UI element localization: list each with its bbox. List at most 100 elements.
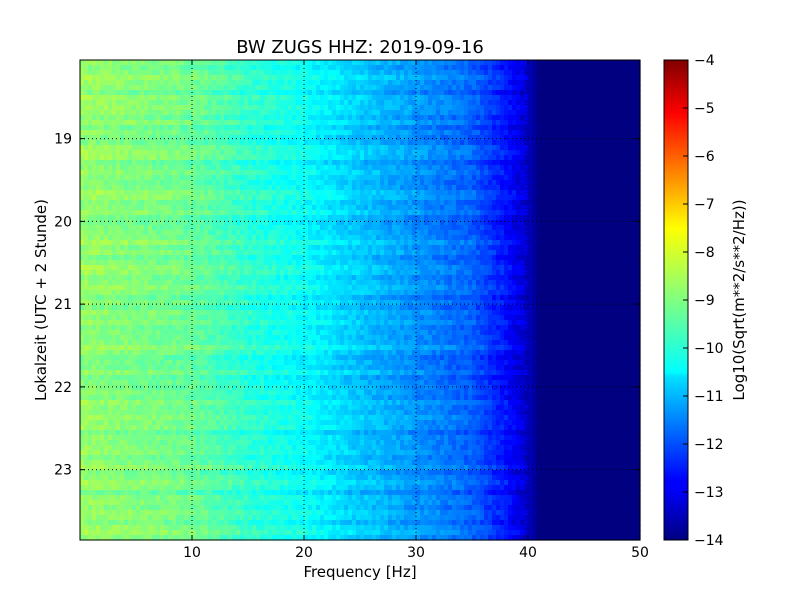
- heatmap-cell: [312, 210, 317, 216]
- heatmap-cell: [392, 85, 397, 91]
- heatmap-cell: [276, 100, 281, 106]
- heatmap-cell: [476, 140, 481, 146]
- heatmap-cell: [232, 95, 237, 101]
- heatmap-cell: [452, 80, 457, 86]
- heatmap-cell: [164, 165, 169, 171]
- heatmap-cell: [140, 225, 145, 231]
- heatmap-cell: [220, 160, 225, 166]
- heatmap-cell: [592, 140, 597, 146]
- heatmap-cell: [264, 195, 269, 201]
- heatmap-cell: [388, 105, 393, 111]
- heatmap-cell: [308, 105, 313, 111]
- heatmap-cell: [376, 235, 381, 241]
- heatmap-cell: [88, 160, 93, 166]
- heatmap-cell: [616, 210, 621, 216]
- heatmap-cell: [484, 205, 489, 211]
- heatmap-cell: [552, 90, 557, 96]
- heatmap-cell: [336, 135, 341, 141]
- heatmap-cell: [316, 155, 321, 161]
- heatmap-cell: [560, 60, 565, 66]
- heatmap-cell: [408, 85, 413, 91]
- heatmap-cell: [188, 110, 193, 116]
- heatmap-cell: [232, 80, 237, 86]
- heatmap-cell: [576, 85, 581, 91]
- heatmap-cell: [224, 180, 229, 186]
- heatmap-cell: [240, 80, 245, 86]
- heatmap-cell: [368, 110, 373, 116]
- heatmap-cell: [340, 160, 345, 166]
- heatmap-cell: [212, 230, 217, 236]
- heatmap-cell: [576, 115, 581, 121]
- heatmap-cell: [300, 120, 305, 126]
- heatmap-cell: [240, 140, 245, 146]
- heatmap-cell: [316, 140, 321, 146]
- heatmap-cell: [88, 140, 93, 146]
- heatmap-cell: [612, 110, 617, 116]
- heatmap-cell: [544, 215, 549, 221]
- heatmap-cell: [600, 105, 605, 111]
- heatmap-cell: [484, 90, 489, 96]
- heatmap-cell: [492, 215, 497, 221]
- heatmap-cell: [296, 150, 301, 156]
- heatmap-cell: [628, 220, 633, 226]
- heatmap-cell: [408, 165, 413, 171]
- heatmap-cell: [524, 75, 529, 81]
- heatmap-cell: [192, 150, 197, 156]
- heatmap-cell: [184, 125, 189, 131]
- heatmap-cell: [440, 165, 445, 171]
- heatmap-cell: [188, 175, 193, 181]
- heatmap-cell: [332, 170, 337, 176]
- heatmap-cell: [204, 110, 209, 116]
- heatmap-cell: [240, 105, 245, 111]
- heatmap-cell: [520, 215, 525, 221]
- heatmap-cell: [244, 190, 249, 196]
- heatmap-cell: [344, 185, 349, 191]
- heatmap-cell: [432, 135, 437, 141]
- heatmap-cell: [240, 115, 245, 121]
- heatmap-cell: [196, 200, 201, 206]
- heatmap-cell: [448, 140, 453, 146]
- heatmap-cell: [260, 215, 265, 221]
- heatmap-cell: [160, 165, 165, 171]
- heatmap-cell: [224, 115, 229, 121]
- heatmap-cell: [116, 75, 121, 81]
- heatmap-cell: [296, 235, 301, 241]
- heatmap-cell: [444, 170, 449, 176]
- heatmap-cell: [612, 150, 617, 156]
- heatmap-cell: [284, 145, 289, 151]
- heatmap-cell: [480, 65, 485, 71]
- heatmap-cell: [592, 125, 597, 131]
- heatmap-cell: [132, 60, 137, 66]
- heatmap-cell: [456, 115, 461, 121]
- heatmap-cell: [300, 105, 305, 111]
- heatmap-cell: [568, 165, 573, 171]
- heatmap-cell: [388, 70, 393, 76]
- heatmap-cell: [124, 125, 129, 131]
- heatmap-cell: [364, 140, 369, 146]
- heatmap-cell: [208, 100, 213, 106]
- heatmap-cell: [140, 195, 145, 201]
- heatmap-cell: [352, 230, 357, 236]
- heatmap-cell: [312, 235, 317, 241]
- heatmap-cell: [496, 215, 501, 221]
- heatmap-cell: [204, 200, 209, 206]
- heatmap-cell: [532, 155, 537, 161]
- heatmap-cell: [268, 70, 273, 76]
- heatmap-cell: [352, 205, 357, 211]
- heatmap-cell: [384, 130, 389, 136]
- heatmap-cell: [344, 210, 349, 216]
- heatmap-cell: [432, 205, 437, 211]
- heatmap-cell: [612, 130, 617, 136]
- heatmap-cell: [596, 120, 601, 126]
- heatmap-cell: [228, 115, 233, 121]
- heatmap-cell: [632, 225, 637, 231]
- heatmap-cell: [112, 75, 117, 81]
- heatmap-cell: [200, 90, 205, 96]
- heatmap-cell: [236, 95, 241, 101]
- heatmap-cell: [136, 60, 141, 66]
- heatmap-cell: [184, 205, 189, 211]
- heatmap-cell: [492, 205, 497, 211]
- heatmap-cell: [408, 145, 413, 151]
- heatmap-cell: [536, 185, 541, 191]
- heatmap-cell: [508, 105, 513, 111]
